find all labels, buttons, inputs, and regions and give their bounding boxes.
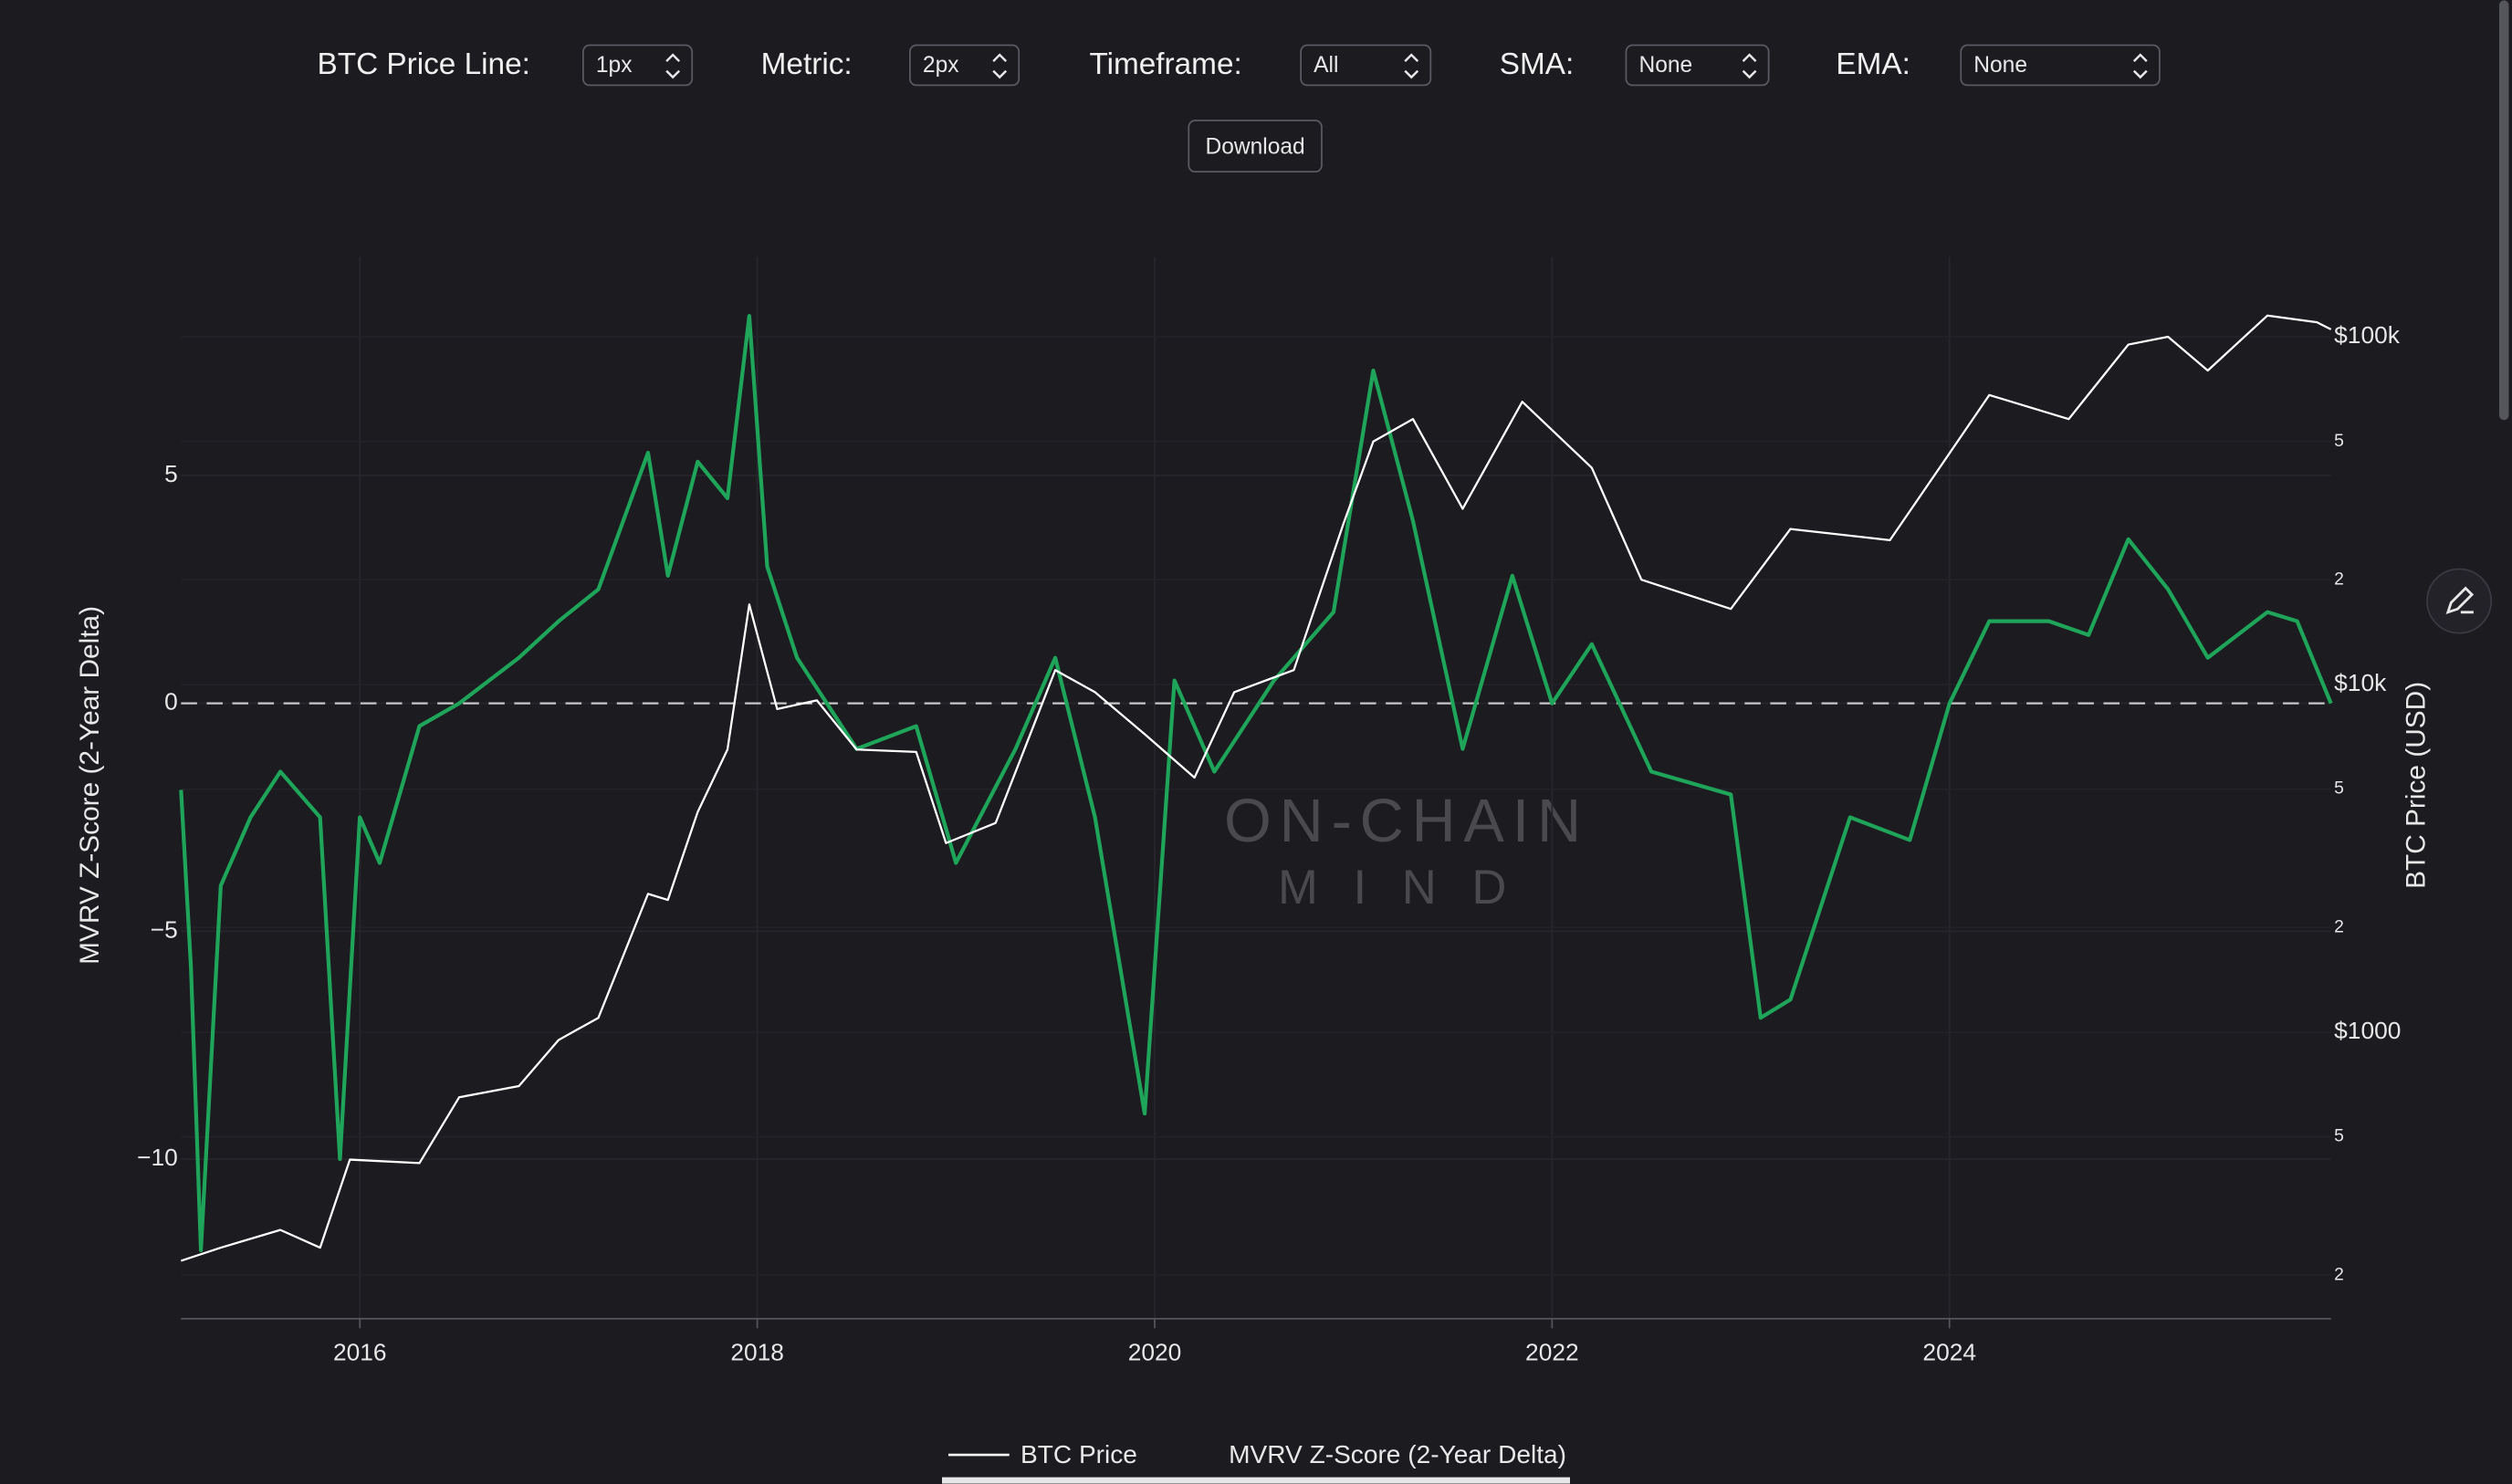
scrollbar[interactable]: [2498, 0, 2509, 421]
x-tick-label: 2016: [333, 1338, 387, 1365]
control-label: EMA:: [1836, 47, 1910, 81]
edit-icon: [2445, 586, 2475, 615]
bottom-bar: [942, 1477, 1570, 1484]
series-line: [180, 314, 2332, 1262]
x-tick-label: 2024: [1922, 1338, 1976, 1365]
select-arrows: [992, 53, 1008, 79]
select-value: 2px: [923, 53, 959, 78]
watermark: MIND: [1278, 861, 1542, 914]
select-value: 1px: [596, 53, 633, 78]
y2-tick-label: 5: [2334, 779, 2344, 799]
select[interactable]: [1960, 44, 2161, 87]
y-tick-label: 5: [164, 460, 178, 487]
watermark: ON-CHAIN: [1224, 788, 1589, 855]
y-tick-label: −10: [137, 1144, 178, 1171]
y-tick-label: 0: [164, 688, 178, 716]
select[interactable]: [581, 44, 694, 87]
select[interactable]: [1300, 44, 1432, 87]
y2-tick-label: 2: [2334, 917, 2344, 936]
select-value: None: [1973, 53, 2027, 78]
y2-tick-label: 5: [2334, 1127, 2344, 1146]
download-button[interactable]: [1188, 120, 1323, 173]
select[interactable]: [1625, 44, 1770, 87]
series-line: [179, 314, 2333, 1252]
x-tick-label: 2020: [1128, 1338, 1182, 1365]
y2-tick-label: 5: [2334, 432, 2344, 451]
select-value: None: [1638, 53, 1692, 78]
control-label: BTC Price Line:: [318, 47, 530, 81]
y2-tick-label: $100k: [2334, 321, 2401, 349]
y2-tick-label: 2: [2334, 570, 2344, 589]
x-tick-label: 2022: [1525, 1338, 1579, 1365]
y2-tick-label: 2: [2334, 1265, 2344, 1284]
select-arrows: [1404, 53, 1419, 79]
select-value: All: [1314, 53, 1338, 78]
y2-tick-label: $10k: [2334, 669, 2387, 696]
control-label: Timeframe:: [1089, 47, 1241, 81]
y2-tick-label: $1000: [2334, 1017, 2401, 1044]
edit-button[interactable]: [2426, 568, 2493, 634]
control-label: SMA:: [1500, 47, 1574, 81]
select-arrows: [665, 53, 681, 79]
select-arrows: [2132, 53, 2148, 79]
control-label: Metric:: [761, 47, 853, 81]
controls: BTC Price Line: 1px Metric: 2px Timeframe: Al…: [318, 44, 2161, 87]
legend-label[interactable]: MVRV Z-Score (2-Year Delta): [1229, 1440, 1566, 1468]
y-tick-label: −5: [151, 915, 178, 943]
x-tick-label: 2018: [730, 1338, 784, 1365]
download-label: Download: [1205, 134, 1304, 159]
select-arrows: [1742, 53, 1757, 79]
legend-label[interactable]: BTC Price: [1020, 1440, 1137, 1468]
y-axis-title: MVRV Z-Score (2-Year Delta): [75, 606, 105, 965]
y2-axis-title: BTC Price (USD): [2401, 682, 2431, 889]
select[interactable]: [909, 44, 1020, 87]
